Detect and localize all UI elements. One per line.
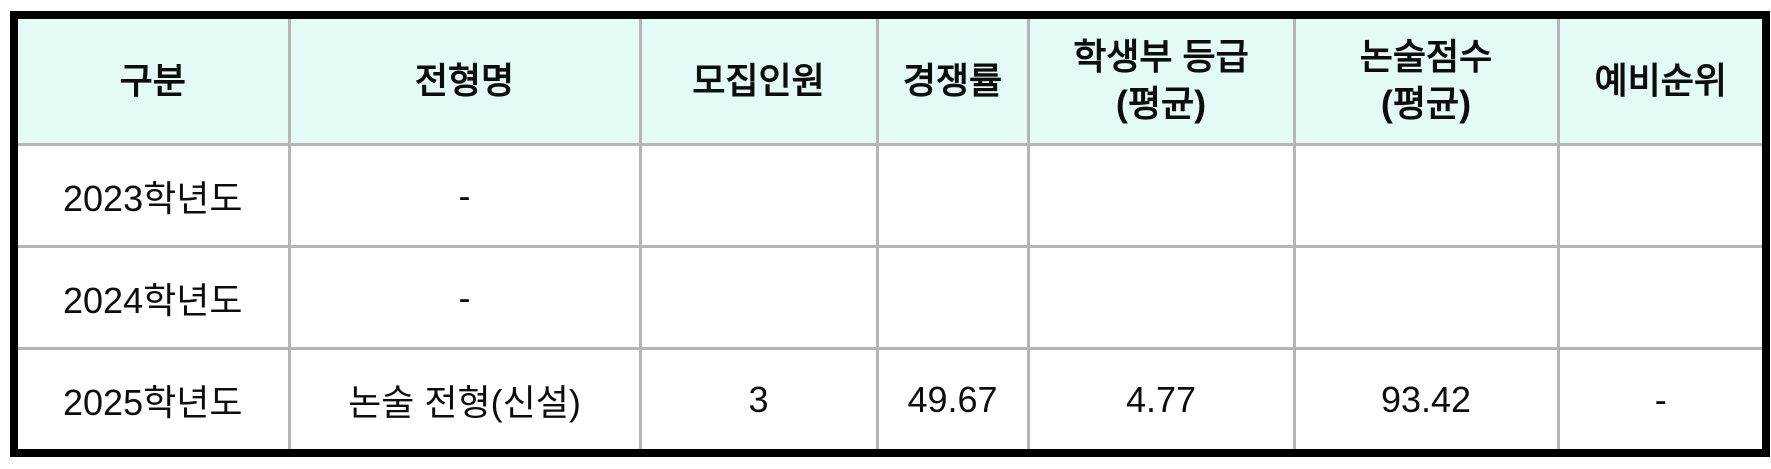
table-row-2024: 2024학년도 - bbox=[12, 245, 1768, 350]
cell-competition-rate bbox=[875, 245, 1030, 350]
cell-admission-type: 논술 전형(신설) bbox=[287, 347, 642, 455]
cell-year: 2025학년도 bbox=[12, 347, 291, 455]
cell-waitlist-rank bbox=[1556, 143, 1768, 248]
cell-waitlist-rank bbox=[1556, 245, 1768, 350]
cell-recruitment-quota bbox=[638, 143, 879, 248]
cell-year: 2023학년도 bbox=[12, 143, 291, 248]
col-header-student-record-grade: 학생부 등급 (평균) bbox=[1026, 13, 1296, 146]
cell-essay-score bbox=[1292, 143, 1560, 248]
cell-admission-type: - bbox=[287, 245, 642, 350]
table-row-2023: 2023학년도 - bbox=[12, 143, 1768, 248]
cell-year: 2024학년도 bbox=[12, 245, 291, 350]
col-header-category: 구분 bbox=[12, 13, 291, 146]
cell-student-record-grade bbox=[1026, 245, 1296, 350]
cell-student-record-grade: 4.77 bbox=[1026, 347, 1296, 455]
cell-recruitment-quota: 3 bbox=[638, 347, 879, 455]
cell-admission-type: - bbox=[287, 143, 642, 248]
admission-stats-table: 구분 전형명 모집인원 경쟁률 학생부 등급 (평균) 논술점수 (평균) 예비… bbox=[10, 11, 1770, 457]
table-row-2025: 2025학년도 논술 전형(신설) 3 49.67 4.77 93.42 - bbox=[12, 347, 1768, 455]
cell-waitlist-rank: - bbox=[1556, 347, 1768, 455]
col-header-competition-rate: 경쟁률 bbox=[875, 13, 1030, 146]
cell-recruitment-quota bbox=[638, 245, 879, 350]
header-row: 구분 전형명 모집인원 경쟁률 학생부 등급 (평균) 논술점수 (평균) 예비… bbox=[12, 13, 1768, 146]
cell-student-record-grade bbox=[1026, 143, 1296, 248]
cell-essay-score: 93.42 bbox=[1292, 347, 1560, 455]
col-header-essay-score: 논술점수 (평균) bbox=[1292, 13, 1560, 146]
cell-competition-rate bbox=[875, 143, 1030, 248]
col-header-waitlist-rank: 예비순위 bbox=[1556, 13, 1768, 146]
col-header-admission-type: 전형명 bbox=[287, 13, 642, 146]
col-header-recruitment-quota: 모집인원 bbox=[638, 13, 879, 146]
cell-essay-score bbox=[1292, 245, 1560, 350]
admission-stats-table-wrap: 구분 전형명 모집인원 경쟁률 학생부 등급 (평균) 논술점수 (평균) 예비… bbox=[10, 11, 1770, 457]
cell-competition-rate: 49.67 bbox=[875, 347, 1030, 455]
